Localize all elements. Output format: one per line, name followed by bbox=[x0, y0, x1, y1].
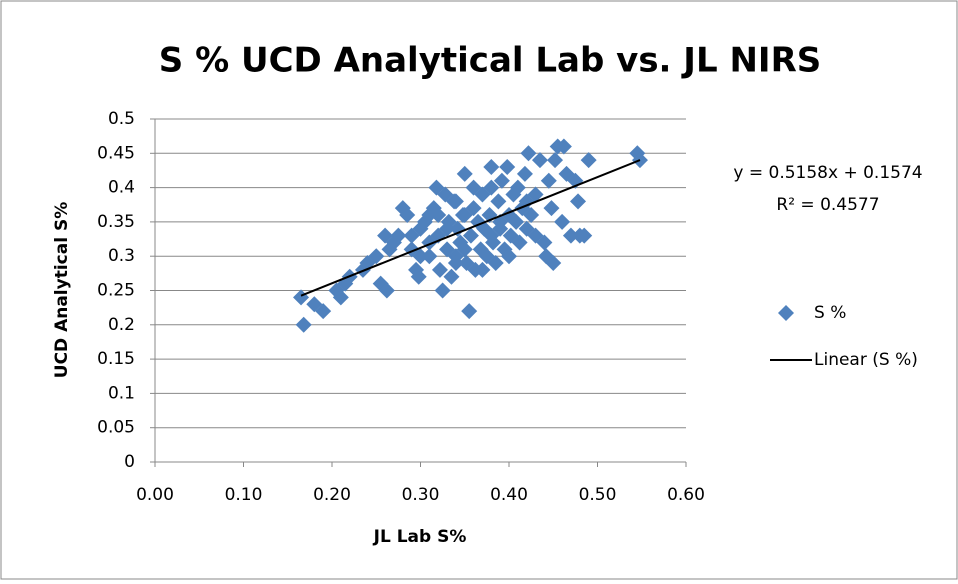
scatter-point bbox=[543, 200, 560, 217]
scatter-point bbox=[403, 227, 420, 244]
scatter-point bbox=[399, 207, 416, 224]
y-tick-label: 0.5 bbox=[108, 109, 135, 129]
y-tick-label: 0.25 bbox=[97, 281, 135, 301]
x-tick-label: 0.50 bbox=[579, 485, 617, 505]
legend-marker bbox=[778, 305, 794, 321]
scatter-point bbox=[554, 213, 571, 230]
y-tick-label: 0.05 bbox=[97, 418, 135, 438]
y-tick-label: 0.15 bbox=[97, 349, 135, 369]
scatter-point bbox=[523, 207, 540, 224]
scatter-point bbox=[531, 152, 548, 169]
x-axis-label: JL Lab S% bbox=[373, 527, 467, 547]
trend-line bbox=[300, 159, 641, 297]
scatter-point bbox=[378, 282, 395, 299]
scatter-point bbox=[412, 248, 429, 265]
scatter-point bbox=[456, 241, 473, 258]
scatter-point bbox=[499, 159, 516, 176]
scatter-point bbox=[483, 179, 500, 196]
scatter-point bbox=[493, 172, 510, 189]
scatter-point bbox=[456, 207, 473, 224]
scatter-point bbox=[527, 227, 544, 244]
y-tick-label: 0.4 bbox=[108, 178, 135, 198]
scatter-point bbox=[368, 248, 385, 265]
scatter-point bbox=[315, 303, 332, 320]
scatter-point bbox=[520, 145, 537, 162]
x-tick-label: 0.10 bbox=[225, 485, 263, 505]
y-axis-label: UCD Analytical S% bbox=[52, 202, 72, 378]
scatter-point bbox=[511, 234, 528, 251]
scatter-point bbox=[487, 255, 504, 272]
trend-equation: y = 0.5158x + 0.1574 bbox=[733, 163, 922, 183]
scatter-point bbox=[580, 152, 597, 169]
scatter-point bbox=[431, 261, 448, 278]
scatter-point bbox=[540, 172, 557, 189]
scatter-point bbox=[570, 193, 587, 210]
y-tick-label: 0.3 bbox=[108, 246, 135, 266]
legend-label: Linear (S %) bbox=[814, 350, 918, 370]
scatter-point bbox=[443, 268, 460, 285]
scatter-point bbox=[562, 227, 579, 244]
scatter-point bbox=[516, 165, 533, 182]
scatter-point bbox=[295, 316, 312, 333]
scatter-point bbox=[483, 159, 500, 176]
scatter-point bbox=[430, 207, 447, 224]
r-squared: R² = 0.4577 bbox=[776, 195, 879, 215]
scatter-point bbox=[509, 179, 526, 196]
scatter-point bbox=[462, 227, 479, 244]
y-tick-label: 0.45 bbox=[97, 143, 135, 163]
legend-label: S % bbox=[814, 303, 846, 323]
scatter-point bbox=[490, 193, 507, 210]
scatter-point bbox=[456, 165, 473, 182]
scatter-point bbox=[332, 289, 349, 306]
chart-title: S % UCD Analytical Lab vs. JL NIRS bbox=[159, 41, 822, 81]
scatter-point bbox=[447, 193, 464, 210]
y-tick-label: 0.1 bbox=[108, 383, 135, 403]
x-tick-label: 0.30 bbox=[402, 485, 440, 505]
scatter-point bbox=[474, 261, 491, 278]
y-tick-label: 0 bbox=[124, 452, 135, 472]
scatter-point bbox=[465, 179, 482, 196]
x-tick-label: 0.20 bbox=[313, 485, 351, 505]
scatter-point bbox=[483, 227, 500, 244]
scatter-point bbox=[449, 220, 466, 237]
scatter-point bbox=[434, 282, 451, 299]
scatter-point bbox=[508, 213, 525, 230]
scatter-point bbox=[390, 227, 407, 244]
scatter-point bbox=[461, 303, 478, 320]
y-tick-label: 0.35 bbox=[97, 212, 135, 232]
scatter-point bbox=[518, 193, 535, 210]
scatter-point bbox=[576, 227, 593, 244]
scatter-point bbox=[502, 227, 519, 244]
x-tick-label: 0.60 bbox=[667, 485, 705, 505]
scatter-point bbox=[447, 255, 464, 272]
x-tick-label: 0.00 bbox=[136, 485, 174, 505]
scatter-point bbox=[555, 138, 572, 155]
scatter-point bbox=[439, 220, 456, 237]
scatter-point bbox=[410, 268, 427, 285]
scatter-point bbox=[421, 248, 438, 265]
x-tick-label: 0.40 bbox=[490, 485, 528, 505]
y-tick-label: 0.2 bbox=[108, 315, 135, 335]
scatter-point bbox=[545, 255, 562, 272]
scatter-point bbox=[501, 248, 517, 265]
scatter-point bbox=[547, 152, 564, 169]
